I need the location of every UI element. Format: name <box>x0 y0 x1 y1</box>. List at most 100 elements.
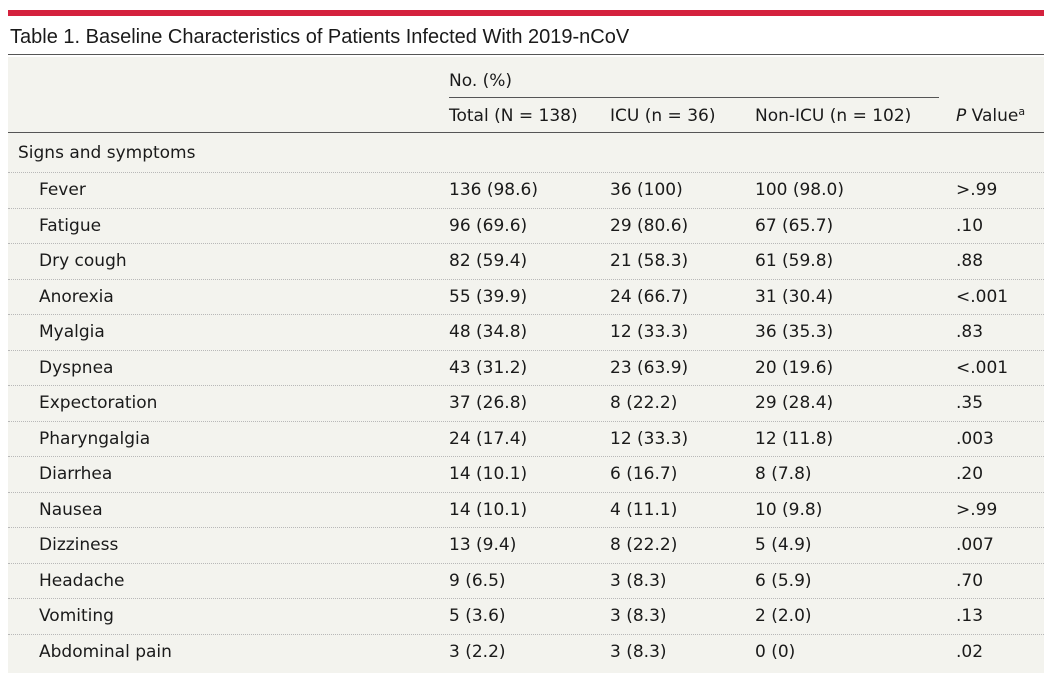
cell-total: 136 (98.6) <box>449 180 538 200</box>
cell-icu: 24 (66.7) <box>610 286 689 307</box>
cell-p-value: .88 <box>956 251 984 271</box>
cell-total: 48 (34.8) <box>449 322 528 342</box>
cell-total: 37 (26.8) <box>449 393 528 413</box>
title-divider <box>8 54 1044 55</box>
cell-total: 14 (10.1) <box>449 464 528 484</box>
cell-p-value: .003 <box>956 428 994 449</box>
cell-p-value: >.99 <box>956 499 998 520</box>
header-group-divider <box>449 97 939 98</box>
cell-non-icu: 10 (9.8) <box>755 499 823 520</box>
table-row: Headache 9 (6.5) 3 (8.3) 6 (5.9) .70 <box>8 562 1044 599</box>
cell-non-icu: 29 (28.4) <box>755 393 834 413</box>
cell-icu: 3 (8.3) <box>610 606 667 626</box>
cell-p-value: .20 <box>956 464 984 484</box>
cell-non-icu: 6 (5.9) <box>755 570 812 591</box>
table-title: Table 1. Baseline Characteristics of Pat… <box>10 26 630 48</box>
data-table: No. (%) Total (N = 138) ICU (n = 36) Non… <box>8 57 1044 673</box>
cell-p-value: .70 <box>956 570 984 591</box>
cell-non-icu: 20 (19.6) <box>755 357 834 378</box>
cell-icu: 8 (22.2) <box>610 393 678 413</box>
row-label: Headache <box>39 570 125 591</box>
cell-non-icu: 100 (98.0) <box>755 180 844 200</box>
table-row: Dry cough 82 (59.4) 21 (58.3) 61 (59.8) .88 <box>8 243 1044 279</box>
cell-non-icu: 36 (35.3) <box>755 322 834 342</box>
cell-total: 82 (59.4) <box>449 251 528 271</box>
cell-icu: 4 (11.1) <box>610 499 678 520</box>
table-body: Fever 136 (98.6) 36 (100) 100 (98.0) >.99 Fat… <box>8 172 1044 669</box>
row-label: Nausea <box>39 499 103 520</box>
column-header-p-value: P Valuea <box>956 105 1025 127</box>
row-label: Expectoration <box>39 393 158 413</box>
cell-icu: 12 (33.3) <box>610 428 689 449</box>
cell-p-value: <.001 <box>956 286 1009 307</box>
table-row: Anorexia 55 (39.9) 24 (66.7) 31 (30.4) <.001 <box>8 278 1044 315</box>
p-value-letter: P <box>956 106 967 126</box>
cell-total: 13 (9.4) <box>449 535 517 555</box>
cell-p-value: .35 <box>956 393 984 413</box>
table-row: Diarrhea 14 (10.1) 6 (16.7) 8 (7.8) .20 <box>8 456 1044 492</box>
cell-p-value: .13 <box>956 606 984 626</box>
cell-p-value: .02 <box>956 641 984 662</box>
cell-non-icu: 12 (11.8) <box>755 428 834 449</box>
row-label: Abdominal pain <box>39 641 172 662</box>
row-label: Anorexia <box>39 286 114 307</box>
cell-total: 3 (2.2) <box>449 641 506 662</box>
row-label: Fever <box>39 180 86 200</box>
table-row: Abdominal pain 3 (2.2) 3 (8.3) 0 (0) .02 <box>8 633 1044 670</box>
cell-total: 43 (31.2) <box>449 357 528 378</box>
table-row: Dyspnea 43 (31.2) 23 (63.9) 20 (19.6) <.001 <box>8 349 1044 386</box>
cell-icu: 8 (22.2) <box>610 535 678 555</box>
table-row: Vomiting 5 (3.6) 3 (8.3) 2 (2.0) .13 <box>8 598 1044 634</box>
p-value-word: Value <box>966 106 1019 126</box>
section-label: Signs and symptoms <box>18 143 196 163</box>
cell-p-value: >.99 <box>956 180 998 200</box>
row-label: Dizziness <box>39 535 119 555</box>
cell-icu: 29 (80.6) <box>610 215 689 236</box>
table-row: Fatigue 96 (69.6) 29 (80.6) 67 (65.7) .10 <box>8 207 1044 244</box>
cell-p-value: .007 <box>956 535 994 555</box>
cell-p-value: <.001 <box>956 357 1009 378</box>
cell-non-icu: 61 (59.8) <box>755 251 834 271</box>
row-label: Diarrhea <box>39 464 113 484</box>
cell-icu: 21 (58.3) <box>610 251 689 271</box>
accent-bar <box>8 10 1044 16</box>
row-label: Dyspnea <box>39 357 114 378</box>
cell-total: 9 (6.5) <box>449 570 506 591</box>
cell-total: 96 (69.6) <box>449 215 528 236</box>
row-label: Vomiting <box>39 606 114 626</box>
table-row: Myalgia 48 (34.8) 12 (33.3) 36 (35.3) .83 <box>8 314 1044 350</box>
table-row: Pharyngalgia 24 (17.4) 12 (33.3) 12 (11.8).… <box>8 420 1044 457</box>
cell-total: 14 (10.1) <box>449 499 528 520</box>
cell-non-icu: 0 (0) <box>755 641 796 662</box>
row-label: Myalgia <box>39 322 105 342</box>
p-value-footnote-marker: a <box>1018 105 1026 118</box>
cell-non-icu: 31 (30.4) <box>755 286 834 307</box>
column-header-total: Total (N = 138) <box>449 106 578 126</box>
cell-p-value: .10 <box>956 215 984 236</box>
row-label: Dry cough <box>39 251 127 271</box>
column-header-icu: ICU (n = 36) <box>610 106 716 126</box>
cell-total: 55 (39.9) <box>449 286 528 307</box>
table-row: Nausea 14 (10.1) 4 (11.1) 10 (9.8) >.99 <box>8 491 1044 528</box>
table-row: Expectoration 37 (26.8) 8 (22.2) 29 (28.4).… <box>8 385 1044 421</box>
cell-non-icu: 5 (4.9) <box>755 535 812 555</box>
header-group-label: No. (%) <box>449 71 513 91</box>
cell-p-value: .83 <box>956 322 984 342</box>
cell-icu: 6 (16.7) <box>610 464 678 484</box>
cell-total: 24 (17.4) <box>449 428 528 449</box>
cell-icu: 12 (33.3) <box>610 322 689 342</box>
header-divider <box>8 132 1044 133</box>
cell-icu: 3 (8.3) <box>610 570 667 591</box>
column-header-non-icu: Non-ICU (n = 102) <box>755 106 912 126</box>
cell-non-icu: 67 (65.7) <box>755 215 834 236</box>
cell-non-icu: 2 (2.0) <box>755 606 812 626</box>
cell-icu: 3 (8.3) <box>610 641 667 662</box>
cell-total: 5 (3.6) <box>449 606 506 626</box>
cell-non-icu: 8 (7.8) <box>755 464 812 484</box>
row-label: Pharyngalgia <box>39 428 151 449</box>
table-row: Fever 136 (98.6) 36 (100) 100 (98.0) >.99 <box>8 172 1044 208</box>
table-row: Dizziness 13 (9.4) 8 (22.2) 5 (4.9) .007 <box>8 527 1044 563</box>
row-label: Fatigue <box>39 215 102 236</box>
cell-icu: 23 (63.9) <box>610 357 689 378</box>
cell-icu: 36 (100) <box>610 180 683 200</box>
